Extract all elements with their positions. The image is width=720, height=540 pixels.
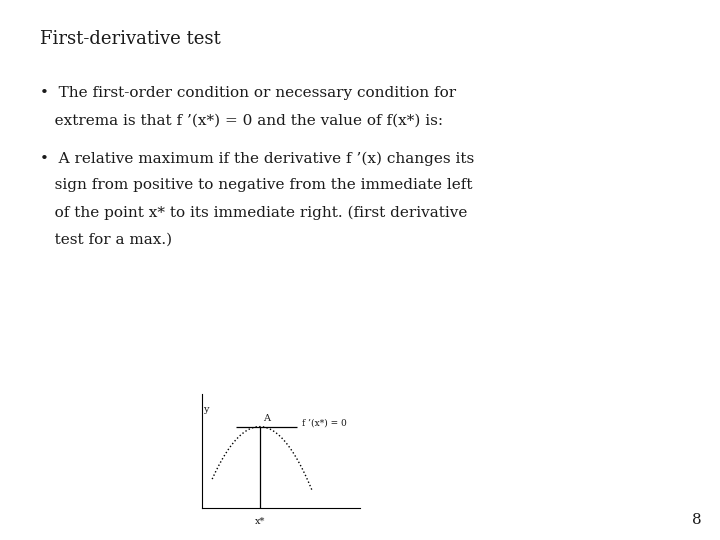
Text: 8: 8 [693, 512, 702, 526]
Text: y: y [203, 405, 208, 414]
Text: First-derivative test: First-derivative test [40, 30, 220, 48]
Text: •  A relative maximum if the derivative f ’(x) changes its: • A relative maximum if the derivative f… [40, 151, 474, 166]
Text: A: A [263, 414, 270, 423]
Text: of the point x* to its immediate right. (first derivative: of the point x* to its immediate right. … [40, 205, 467, 220]
Text: sign from positive to negative from the immediate left: sign from positive to negative from the … [40, 178, 472, 192]
Text: f ’(x*) = 0: f ’(x*) = 0 [302, 418, 346, 427]
Text: extrema is that f ’(x*) = 0 and the value of f(x*) is:: extrema is that f ’(x*) = 0 and the valu… [40, 113, 443, 127]
Text: test for a max.): test for a max.) [40, 232, 172, 246]
Text: •  The first-order condition or necessary condition for: • The first-order condition or necessary… [40, 86, 456, 100]
Text: x*: x* [254, 517, 265, 526]
